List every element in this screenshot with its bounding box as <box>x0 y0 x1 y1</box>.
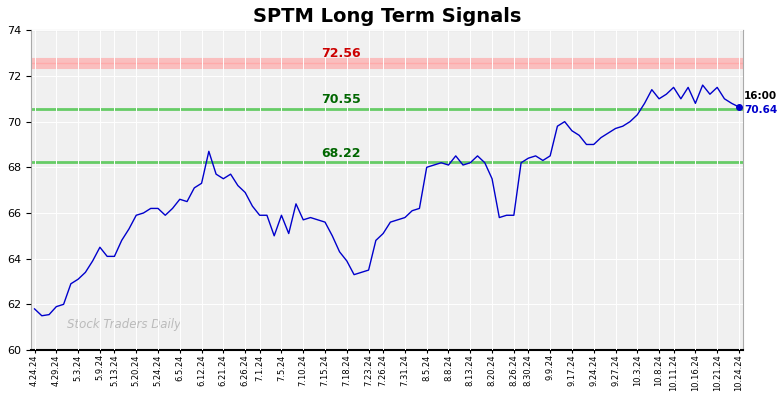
Text: 16:00: 16:00 <box>744 91 777 101</box>
Title: SPTM Long Term Signals: SPTM Long Term Signals <box>252 7 521 26</box>
Text: 68.22: 68.22 <box>321 146 361 160</box>
Text: 70.64: 70.64 <box>744 105 777 115</box>
Text: 72.56: 72.56 <box>321 47 361 60</box>
Text: Stock Traders Daily: Stock Traders Daily <box>67 318 180 331</box>
Text: 70.55: 70.55 <box>321 93 361 106</box>
